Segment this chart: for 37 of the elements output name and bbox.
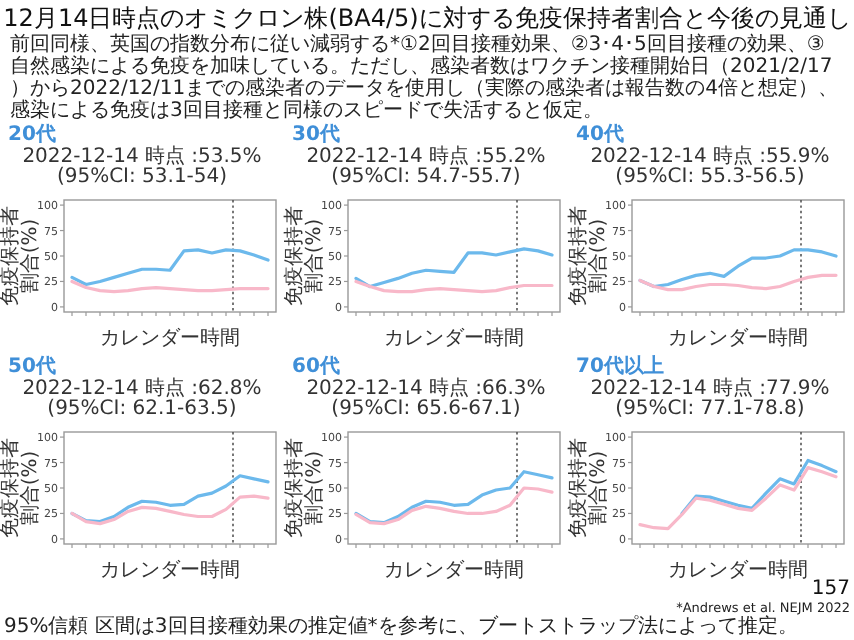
- chart-subtitle: 2022-12-14 時点 :55.9% (95%CI: 55.3-56.5): [590, 144, 830, 188]
- line-series: [680, 458, 838, 516]
- text: 157: [811, 578, 850, 600]
- y-axis-title: 免疫保持者割合(%): [282, 438, 326, 538]
- line-series: [354, 470, 554, 525]
- x-axis-title: カレンダー時間: [384, 326, 524, 350]
- y-axis-title: 免疫保持者割合(%): [566, 206, 610, 306]
- chart-title: 70代以上: [576, 354, 664, 378]
- line-series: [70, 474, 270, 524]
- y-axis-title: 免疫保持者割合(%): [0, 206, 42, 306]
- line-series: [354, 486, 554, 526]
- text: 前回同様、英国の指数分布に従い減弱する*①2回目接種効果、②3･4･5回目接種の効果、③自然感染による免疫を加味している。ただし、感染者数はワクチン接種開始日（2021/2/17）から2022/12/11までの感染者のデータを使用し（実際の感染者は報告数の4倍と想定）、感染による免疫は3回目接種と同様のスピードで失活すると仮定。: [10, 32, 838, 122]
- chart-subtitle: 2022-12-14 時点 :77.9% (95%CI: 77.1-78.8): [590, 376, 830, 420]
- chart-title: 30代: [292, 122, 340, 146]
- x-axis-title: カレンダー時間: [384, 558, 524, 582]
- line-series: [354, 247, 554, 289]
- chart-title: 50代: [8, 354, 56, 378]
- chart-subtitle: 2022-12-14 時点 :66.3% (95%CI: 65.6-67.1): [306, 376, 546, 420]
- y-axis-title: 免疫保持者割合(%): [0, 438, 42, 538]
- chart-subtitle: 2022-12-14 時点 :55.2% (95%CI: 54.7-55.7): [306, 144, 546, 188]
- line-series: [638, 466, 838, 531]
- chart-subtitle: 2022-12-14 時点 :62.8% (95%CI: 62.1-63.5): [22, 376, 262, 420]
- y-axis-title: 免疫保持者割合(%): [566, 438, 610, 538]
- text: 12月14日時点のオミクロン株(BA4/5)に対する免疫保持者割合と今後の見通し: [3, 4, 851, 32]
- chart-title: 40代: [576, 122, 624, 146]
- x-axis-title: カレンダー時間: [668, 558, 808, 582]
- x-axis-title: カレンダー時間: [100, 326, 240, 350]
- line-series: [70, 248, 270, 287]
- y-axis-title: 免疫保持者割合(%): [282, 206, 326, 306]
- chart-title: 60代: [292, 354, 340, 378]
- x-axis-title: カレンダー時間: [668, 326, 808, 350]
- line-series: [70, 494, 270, 526]
- line-series: [638, 273, 838, 292]
- x-axis-title: カレンダー時間: [100, 558, 240, 582]
- text: 95%信頼 区間は3回目接種効果の推定値*を参考に、ブートストラップ法によって推定。: [4, 614, 798, 638]
- chart-title: 20代: [8, 122, 56, 146]
- chart-subtitle: 2022-12-14 時点 :53.5% (95%CI: 53.1-54): [22, 144, 262, 188]
